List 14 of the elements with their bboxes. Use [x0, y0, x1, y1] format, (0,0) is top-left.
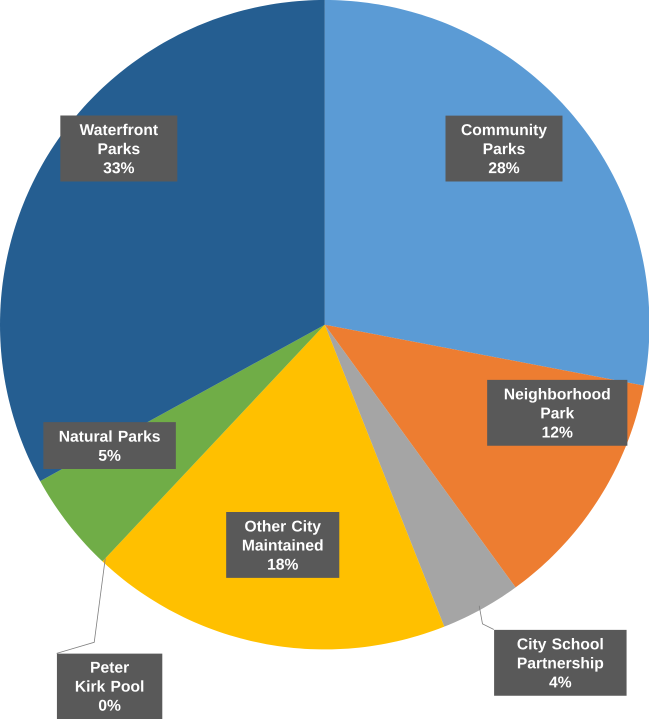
- slice-label: City School Partnership: [517, 638, 603, 672]
- data-label: 33%: [103, 162, 134, 174]
- text: 0%: [98, 700, 120, 711]
- slice-label: Waterfront Parks: [79, 124, 158, 154]
- data-label: 4%: [549, 676, 571, 688]
- slice-label: Other City Maintained: [242, 520, 322, 551]
- category-label: Peter Kirk Pool: [76, 662, 144, 692]
- data-label: 18%: [268, 558, 298, 570]
- data-label: 12%: [542, 426, 572, 438]
- data-label: 5%: [98, 450, 120, 461]
- slice-label: Community Parks: [461, 124, 547, 154]
- data-label: 28%: [488, 162, 520, 174]
- slice-label: Neighborhood Park: [504, 388, 610, 419]
- slice-label: Natural Parks: [60, 430, 160, 442]
